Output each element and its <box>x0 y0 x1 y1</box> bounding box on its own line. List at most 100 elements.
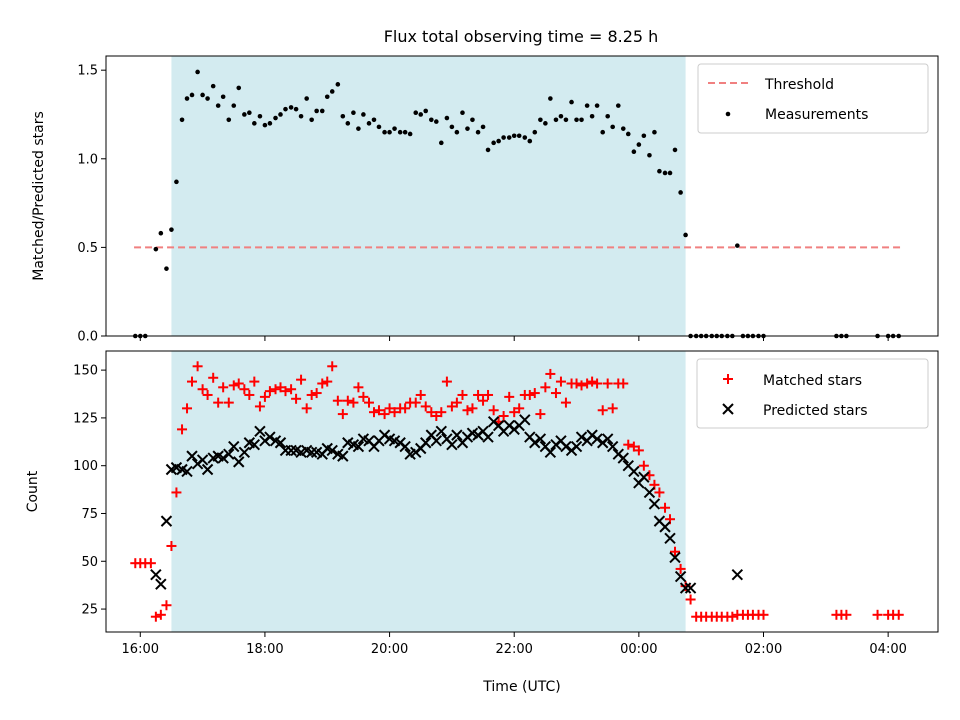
ratio-x-ticks <box>139 336 889 341</box>
matched-star-point <box>161 600 172 611</box>
predicted-star-point <box>155 578 167 590</box>
predicted-star-point <box>420 437 432 449</box>
matched-star-point <box>213 397 224 408</box>
measurement-point <box>434 119 439 124</box>
matched-star-point <box>872 609 883 620</box>
matched-star-point <box>602 378 613 389</box>
measurement-point <box>532 129 538 135</box>
matched-star-point <box>249 376 260 387</box>
matched-star-point <box>150 611 161 622</box>
measurement-point <box>314 108 319 114</box>
matched-star-point <box>192 361 203 372</box>
matched-star-point <box>420 401 431 412</box>
predicted-star-point <box>731 568 744 581</box>
matched-star-point <box>228 380 239 391</box>
matched-star-point <box>270 384 281 395</box>
measurement-point <box>340 113 346 119</box>
measurement-point <box>392 126 397 131</box>
measurement-point <box>511 133 517 139</box>
measurement-point <box>631 149 637 154</box>
measurement-point <box>491 140 496 146</box>
measurement-point <box>262 122 268 128</box>
legend-measurements-label: Measurements <box>765 107 868 123</box>
matched-star-point <box>379 409 390 420</box>
predicted-star-point <box>674 570 687 583</box>
y-tick-label: 1.0 <box>77 152 98 167</box>
y-tick-label: 50 <box>81 555 98 570</box>
matched-star-point <box>582 378 593 389</box>
measurement-point <box>558 113 564 119</box>
observing-window-shade <box>171 351 686 632</box>
measurement-point <box>288 105 294 110</box>
matched-star-point <box>155 609 166 620</box>
matched-star-point <box>758 609 769 620</box>
measurement-point <box>548 96 553 101</box>
predicted-star-point <box>638 471 650 483</box>
predicted-star-point <box>529 437 541 449</box>
measurement-point <box>200 92 205 98</box>
predicted-star-points <box>150 414 744 594</box>
measurement-point <box>231 103 237 108</box>
measurement-point <box>625 131 631 137</box>
matched-star-point <box>654 487 665 498</box>
predicted-star-point <box>591 433 603 445</box>
predicted-star-point <box>228 440 240 453</box>
measurement-point <box>324 94 330 100</box>
measurement-point <box>672 147 678 153</box>
matched-star-point <box>685 594 696 605</box>
measurement-point <box>620 126 626 131</box>
measurement-point <box>683 232 688 238</box>
matched-star-point <box>145 558 156 569</box>
y-tick-label: 100 <box>73 459 98 474</box>
measurement-point <box>584 103 590 108</box>
measurement-point <box>304 96 309 101</box>
predicted-star-point <box>679 582 692 594</box>
observing-window-shade <box>171 56 686 336</box>
predicted-star-point <box>617 452 629 464</box>
measurement-point <box>319 108 325 114</box>
matched-star-point <box>540 382 551 393</box>
matched-star-point <box>218 382 229 393</box>
predicted-star-point <box>544 446 557 459</box>
matched-star-point <box>727 611 738 622</box>
measurement-point <box>735 243 740 248</box>
predicted-star-point <box>628 465 640 478</box>
measurement-point <box>610 124 615 130</box>
predicted-star-point <box>560 440 572 453</box>
matched-star-point <box>182 403 193 414</box>
measurement-point <box>293 106 299 112</box>
x-tick-label: 02:00 <box>745 642 782 657</box>
matched-star-point <box>841 609 852 620</box>
measurement-point <box>242 112 247 117</box>
matched-star-point <box>462 405 473 416</box>
chart-title: Flux total observing time = 8.25 h <box>384 27 659 46</box>
measurement-point <box>641 133 647 139</box>
measurement-point <box>475 129 481 135</box>
measurement-point <box>600 129 606 135</box>
legend-predicted-marker <box>722 403 734 415</box>
count-legend-box <box>696 358 929 429</box>
measurement-point <box>470 117 475 123</box>
predicted-star-point <box>601 433 614 445</box>
measurement-point <box>189 92 195 98</box>
matched-star-point <box>202 389 213 400</box>
matched-star-point <box>436 407 447 418</box>
measurement-point <box>174 179 179 185</box>
y-tick-label: 0.5 <box>77 241 98 256</box>
matched-star-point <box>587 376 598 387</box>
ratio-panel: 0.0 0.5 1.0 1.5 Matched/Predicted stars Thr… <box>31 55 939 345</box>
measurement-point <box>543 121 548 126</box>
matched-star-point <box>296 374 307 385</box>
predicted-star-point <box>534 433 547 445</box>
measurement-point <box>345 121 351 126</box>
measurement-point <box>605 113 610 119</box>
measurement-point <box>449 124 455 130</box>
measurement-point <box>366 121 372 126</box>
matched-star-point <box>571 378 582 389</box>
measurement-point <box>413 110 419 116</box>
matched-star-point <box>545 368 556 379</box>
count-legend: Matched stars Predicted stars <box>696 358 929 429</box>
matched-star-point <box>389 407 400 418</box>
predicted-star-point <box>285 444 297 457</box>
x-tick-label: 18:00 <box>246 642 283 657</box>
